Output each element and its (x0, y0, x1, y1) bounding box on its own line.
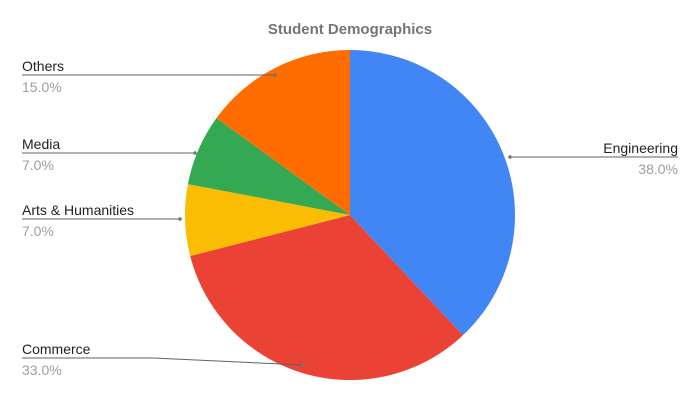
slice-label-commerce: Commerce (22, 341, 91, 357)
leader-dot-others (273, 73, 277, 77)
pie-slice-others (216, 49, 350, 215)
leader-dot-engineering (508, 155, 512, 159)
slice-label-arts-humanities: Arts & Humanities (22, 202, 134, 218)
pie-slices (184, 49, 515, 381)
leader-dot-media (193, 151, 197, 155)
leader-dot-commerce (301, 363, 305, 367)
pie-slice-commerce (190, 215, 463, 381)
slice-labels: Engineering 38.0% Commerce 33.0% Arts & Huma… (22, 58, 678, 378)
leader-line-commerce (22, 357, 304, 366)
slice-label-media: Media (22, 136, 60, 152)
leader-dot-arts-humanities (178, 217, 182, 221)
chart-title: Student Demographics (268, 21, 432, 38)
slice-percent-arts-humanities: 7.0% (22, 223, 54, 239)
slice-label-engineering: Engineering (603, 140, 678, 156)
slice-percent-commerce: 33.0% (22, 362, 62, 378)
slice-label-others: Others (22, 58, 64, 74)
pie-slice-media (187, 118, 350, 215)
slice-percent-media: 7.0% (22, 157, 54, 173)
pie-slice-engineering (350, 50, 515, 336)
slice-percent-engineering: 38.0% (638, 161, 678, 177)
slice-percent-others: 15.0% (22, 79, 62, 95)
pie-slice-arts-humanities (184, 184, 350, 257)
